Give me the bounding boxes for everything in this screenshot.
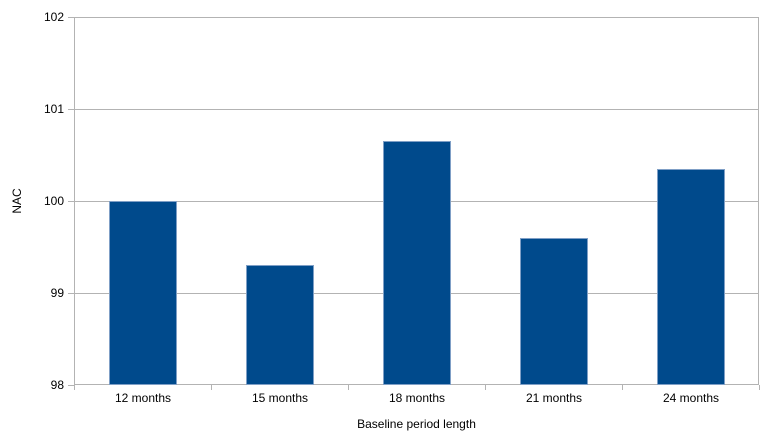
x-category-label: 24 months: [662, 391, 720, 405]
y-axis-tick: [68, 109, 74, 110]
x-category-label: 21 months: [525, 391, 583, 405]
x-axis-tick: [74, 385, 75, 390]
y-gridline: [74, 109, 759, 110]
bar: [520, 238, 588, 385]
x-category-label: 15 months: [251, 391, 309, 405]
y-axis-title: NAC: [10, 188, 24, 214]
y-axis-tick: [68, 293, 74, 294]
x-axis-title: Baseline period length: [357, 417, 476, 431]
bar: [246, 265, 314, 385]
x-axis-tick: [348, 385, 349, 390]
bar: [383, 141, 451, 385]
y-axis-tick-label: 98: [50, 378, 64, 392]
bar: [109, 201, 177, 385]
x-axis-tick: [211, 385, 212, 390]
y-axis-tick: [68, 385, 74, 386]
x-category-label: 12 months: [114, 391, 172, 405]
x-axis-tick: [759, 385, 760, 390]
bar: [657, 169, 725, 385]
x-axis-tick: [485, 385, 486, 390]
y-axis-tick-label: 101: [43, 102, 64, 116]
y-axis-tick-label: 100: [43, 194, 64, 208]
x-category-label: 18 months: [388, 391, 446, 405]
y-axis-tick: [68, 17, 74, 18]
y-axis-tick-label: 99: [50, 286, 64, 300]
x-axis-tick: [622, 385, 623, 390]
y-axis-tick-label: 102: [43, 10, 64, 24]
y-axis-tick: [68, 201, 74, 202]
